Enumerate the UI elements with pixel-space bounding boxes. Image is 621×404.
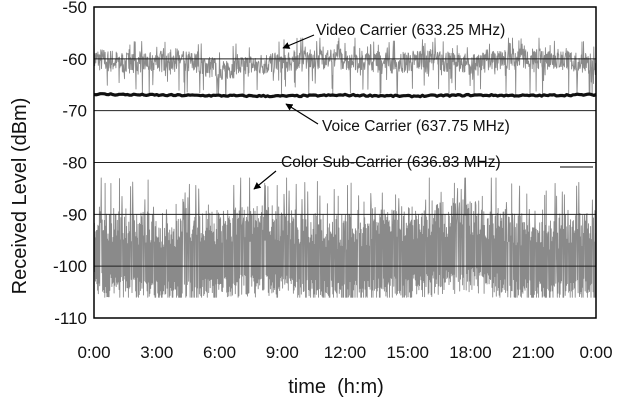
y-tick-label: -100	[53, 257, 87, 276]
x-tick-label: 12:00	[324, 343, 367, 362]
x-tick-label: 21:00	[512, 343, 555, 362]
x-tick-label: 0:00	[77, 343, 110, 362]
y-tick-label: -50	[62, 0, 87, 17]
y-tick-label: -110	[54, 309, 87, 328]
y-tick-label: -70	[62, 102, 87, 121]
annotation-label: Color Sub-Carrier (636.83 MHz)	[281, 154, 501, 171]
x-tick-label: 3:00	[140, 343, 173, 362]
x-tick-label: 15:00	[386, 343, 429, 362]
series-line-2	[93, 92, 597, 99]
x-axis-tick-labels: 0:00 3:00 6:00 9:00 12:00 15:00 18:00 21:00 0:00	[77, 343, 612, 362]
series-line-1	[93, 37, 597, 96]
x-tick-label: 18:00	[449, 343, 492, 362]
y-axis-title: Received Level (dBm)	[9, 98, 31, 295]
y-tick-label: -90	[62, 205, 87, 224]
y-tick-label: -60	[62, 50, 87, 69]
y-axis-tick-labels: -50 -60 -70 -80 -90 -100 -110	[53, 0, 87, 328]
x-tick-label: 0:00	[579, 343, 612, 362]
annotation-arrow	[282, 34, 315, 49]
annotation-label: Video Carrier (633.25 MHz)	[316, 22, 505, 39]
annotation-arrow	[253, 170, 277, 190]
x-tick-label: 9:00	[266, 343, 299, 362]
x-axis-title: time (h:m)	[288, 376, 384, 398]
series-annotations: Video Carrier (633.25 MHz) Voice Carrier …	[253, 22, 593, 190]
series-layer	[93, 37, 597, 298]
annotation-arrow	[285, 103, 319, 125]
y-tick-label: -80	[62, 154, 87, 173]
series-line-3	[93, 177, 597, 298]
annotation-label: Voice Carrier (637.75 MHz)	[322, 118, 510, 135]
plot-area-frame	[93, 6, 597, 319]
x-tick-label: 6:00	[203, 343, 236, 362]
